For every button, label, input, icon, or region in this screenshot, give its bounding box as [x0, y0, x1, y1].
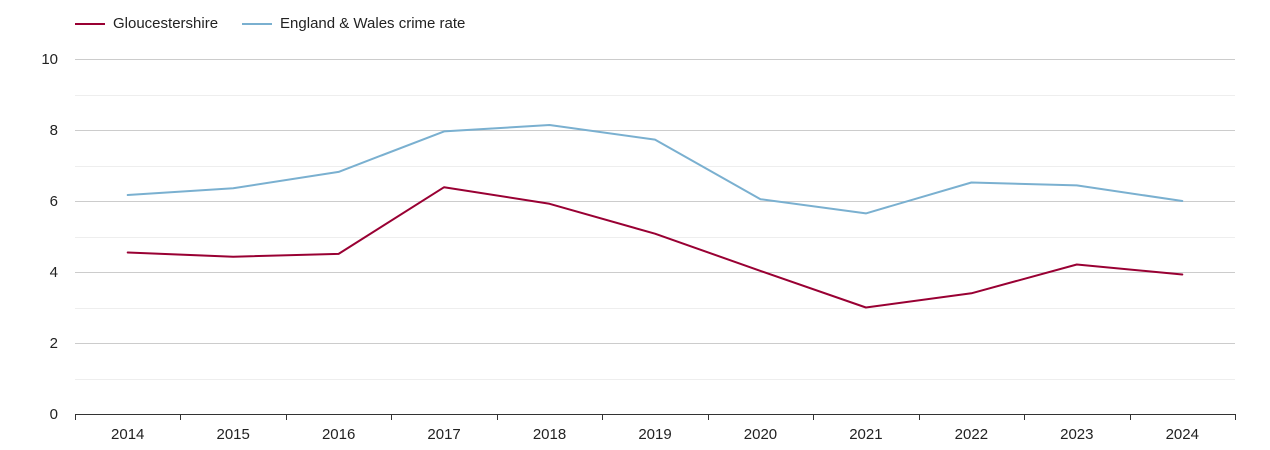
y-tick-label: 2	[50, 335, 58, 352]
x-tick-label: 2022	[955, 426, 988, 443]
legend-swatch-gloucestershire	[75, 23, 105, 25]
x-tick-label: 2024	[1166, 426, 1199, 443]
x-tick-label: 2018	[533, 426, 566, 443]
series-line-england-wales	[126, 124, 1184, 215]
y-tick-label: 0	[50, 406, 58, 423]
axes: 0 2 4 6 8 10 2014 2015 2016 2017 2018 2019 2020 2021 2…	[41, 51, 1236, 443]
x-tick-label: 2016	[322, 426, 355, 443]
y-tick-label: 6	[50, 193, 58, 210]
series-line-gloucestershire	[126, 186, 1184, 309]
x-tick-label: 2015	[216, 426, 249, 443]
x-tick-label: 2023	[1060, 426, 1093, 443]
grid-lines	[75, 59, 1235, 380]
legend-swatch-england-wales	[242, 23, 273, 25]
series-lines	[126, 124, 1184, 309]
legend-label-gloucestershire: Gloucestershire	[113, 15, 219, 32]
x-tick-label: 2020	[744, 426, 777, 443]
legend-label-england-wales: England & Wales crime rate	[280, 15, 466, 32]
y-tick-label: 8	[50, 122, 58, 139]
legend-item-england-wales[interactable]: England & Wales crime rate	[242, 14, 465, 34]
y-tick-label: 4	[50, 264, 58, 281]
legend-item-gloucestershire[interactable]: Gloucestershire	[75, 14, 218, 34]
y-tick-label: 10	[41, 51, 58, 68]
x-tick-label: 2021	[849, 426, 882, 443]
chart-legend: Gloucestershire England & Wales crime ra…	[75, 14, 489, 34]
x-tick-label: 2017	[427, 426, 460, 443]
x-tick-label: 2014	[111, 426, 144, 443]
x-tick-label: 2019	[638, 426, 671, 443]
